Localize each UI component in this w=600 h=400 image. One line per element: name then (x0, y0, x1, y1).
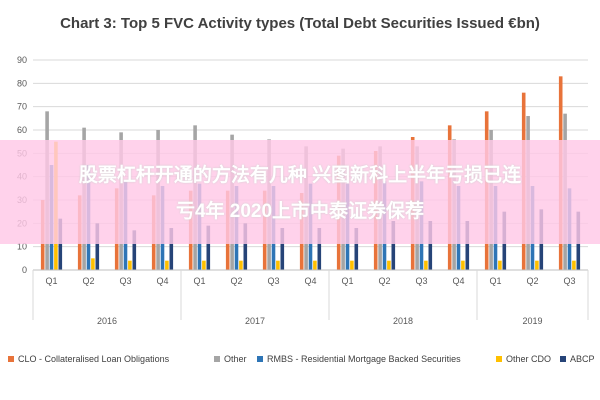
bar (206, 225, 211, 270)
x-tick-label: Q4 (304, 276, 316, 286)
y-tick-label: 60 (17, 125, 27, 135)
bar (387, 260, 391, 270)
bar (91, 258, 95, 270)
bar (128, 260, 132, 270)
x-tick-label: Q2 (230, 276, 242, 286)
legend-swatch (560, 356, 566, 362)
bar (58, 218, 63, 270)
bar (424, 260, 428, 270)
bar (239, 260, 243, 270)
bar (572, 260, 576, 270)
x-tick-label: Q1 (45, 276, 57, 286)
overlay-text-line1: 股票杠杆开通的方法有几种 兴图新科上半年亏损已连 (78, 165, 522, 186)
legend-swatch (8, 356, 14, 362)
bar (95, 223, 100, 270)
x-tick-label: Q3 (563, 276, 575, 286)
overlay-text-line2: 亏4年 2020上市中泰证券保荐 (175, 201, 425, 222)
y-tick-label: 90 (17, 55, 27, 65)
legend-swatch (496, 356, 502, 362)
y-tick-label: 70 (17, 102, 27, 112)
y-tick-label: 10 (17, 242, 27, 252)
x-tick-label: Q1 (341, 276, 353, 286)
x-tick-label: Q1 (489, 276, 501, 286)
bar (313, 260, 317, 270)
y-tick-label: 80 (17, 78, 27, 88)
x-tick-label: Q3 (415, 276, 427, 286)
chart-legend: CLO - Collateralised Loan Obligations Oth… (8, 351, 598, 367)
legend-item: CLO - Collateralised Loan Obligations (8, 351, 169, 367)
bar (280, 228, 285, 270)
legend-item: Other (214, 351, 247, 367)
x-tick-label: Q1 (193, 276, 205, 286)
x-tick-label: Q2 (82, 276, 94, 286)
group-label: 2019 (522, 316, 542, 326)
overlay-banner (0, 140, 600, 244)
bar (428, 221, 433, 270)
x-tick-label: Q4 (452, 276, 464, 286)
x-tick-label: Q4 (156, 276, 168, 286)
bar (350, 260, 354, 270)
bar (276, 260, 280, 270)
bar (317, 228, 322, 270)
bar (461, 260, 465, 270)
bar (132, 230, 137, 270)
x-tick-label: Q2 (526, 276, 538, 286)
legend-label: CLO - Collateralised Loan Obligations (18, 354, 170, 364)
x-tick-label: Q3 (267, 276, 279, 286)
legend-label: RMBS - Residential Mortgage Backed Secur… (267, 354, 461, 364)
bar (243, 223, 248, 270)
bar (202, 260, 206, 270)
bar (354, 228, 359, 270)
group-label: 2016 (97, 316, 117, 326)
legend-label: Other (224, 354, 247, 364)
chart-title: Chart 3: Top 5 FVC Activity types (Total… (60, 15, 540, 32)
bar (498, 260, 502, 270)
group-label: 2018 (393, 316, 413, 326)
bar (391, 221, 396, 270)
legend-swatch (257, 356, 263, 362)
bar (169, 228, 174, 270)
legend-label: Other CDO (506, 354, 552, 364)
legend-item: RMBS - Residential Mortgage Backed Secur… (257, 351, 461, 367)
bar (465, 221, 470, 270)
bar (535, 260, 539, 270)
legend-item: ABCP (560, 351, 595, 367)
x-tick-label: Q3 (119, 276, 131, 286)
legend-label: ABCP (570, 354, 595, 364)
legend-item: Other CDO (496, 351, 551, 367)
y-tick-label: 0 (22, 265, 27, 275)
bar (165, 260, 169, 270)
legend-swatch (214, 356, 220, 362)
group-label: 2017 (245, 316, 265, 326)
x-tick-label: Q2 (378, 276, 390, 286)
